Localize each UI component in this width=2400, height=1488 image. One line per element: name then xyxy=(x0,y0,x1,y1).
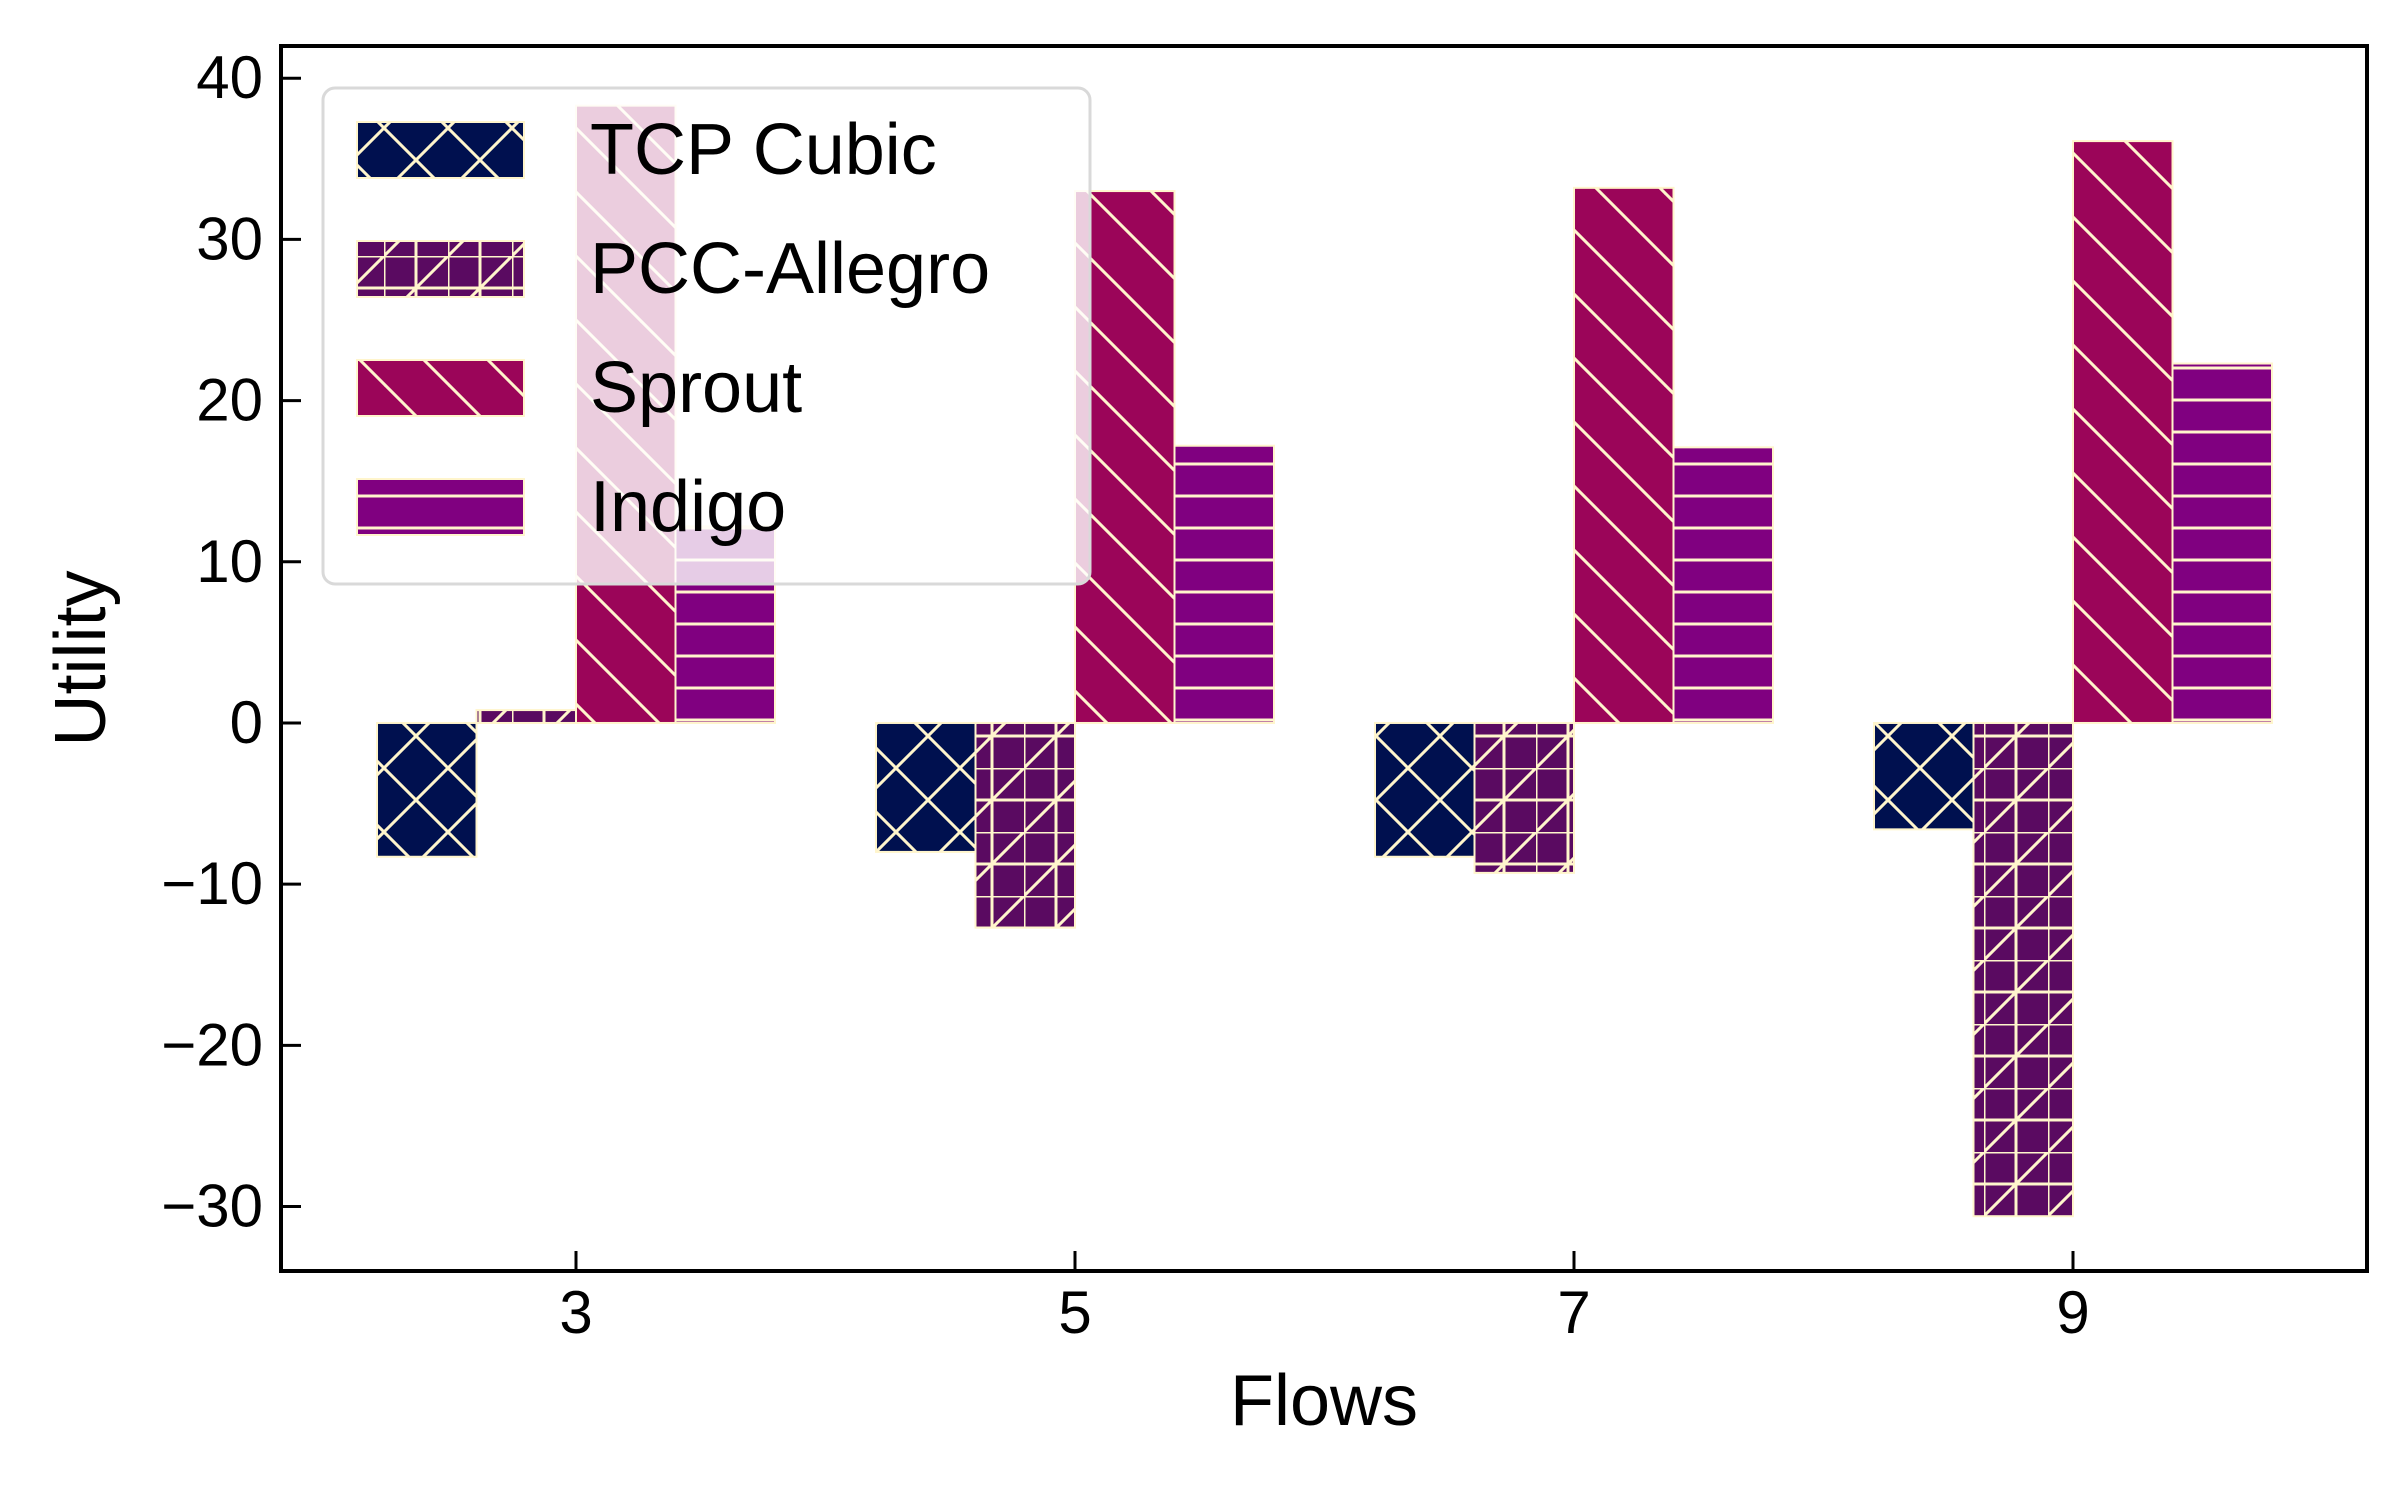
x-axis-label: Flows xyxy=(1230,1361,1418,1441)
y-tick-label: −10 xyxy=(161,850,263,917)
bar-tcp-cubic-3 xyxy=(376,721,478,858)
bar-pcc-allegro-7 xyxy=(1473,721,1575,874)
bar-tcp-cubic-5 xyxy=(875,721,977,853)
bar-indigo-7 xyxy=(1672,446,1774,724)
legend-swatch xyxy=(356,478,525,536)
x-tick-label: 3 xyxy=(559,1279,592,1346)
bar-tcp-cubic-7 xyxy=(1374,721,1476,858)
plot-frame xyxy=(279,44,2369,1273)
legend-label: Indigo xyxy=(590,467,786,547)
bar-pcc-allegro-5 xyxy=(974,721,1076,929)
bar-tcp-cubic-9 xyxy=(1873,721,1975,831)
bar-sprout-9 xyxy=(2072,140,2174,724)
bars-layer xyxy=(376,104,2273,1218)
legend-swatch xyxy=(356,359,525,417)
legend-box xyxy=(321,86,1092,586)
y-tick-label: −30 xyxy=(161,1173,263,1240)
legend-label: PCC-Allegro xyxy=(590,229,990,309)
x-tick-label: 5 xyxy=(1058,1279,1091,1346)
x-tick-label: 9 xyxy=(2056,1279,2089,1346)
bar-indigo-9 xyxy=(2171,362,2273,724)
y-tick-label: 20 xyxy=(196,367,263,434)
legend-swatch xyxy=(356,240,525,298)
legend-swatch xyxy=(356,121,525,179)
axes-layer: 40 30 20 10 0 −10 −20 −30 3 5 7 9 Flows Utility xyxy=(41,44,2369,1441)
y-tick-label: 10 xyxy=(196,528,263,595)
legend-label: Sprout xyxy=(590,348,802,428)
y-tick-label: 30 xyxy=(196,205,263,272)
y-tick-label: 0 xyxy=(230,689,263,756)
x-tick-label: 7 xyxy=(1557,1279,1590,1346)
y-axis-label: Utility xyxy=(41,571,121,747)
y-tick-label: 40 xyxy=(196,44,263,111)
y-tick-label: −20 xyxy=(161,1011,263,1078)
bar-sprout-7 xyxy=(1573,186,1675,724)
legend-label: TCP Cubic xyxy=(590,110,937,190)
legend: TCP Cubic PCC-Allegro Sprout Indigo xyxy=(321,86,1092,586)
bar-indigo-5 xyxy=(1173,444,1275,724)
bar-pcc-allegro-9 xyxy=(1972,721,2074,1218)
bar-pcc-allegro-3 xyxy=(475,709,577,724)
